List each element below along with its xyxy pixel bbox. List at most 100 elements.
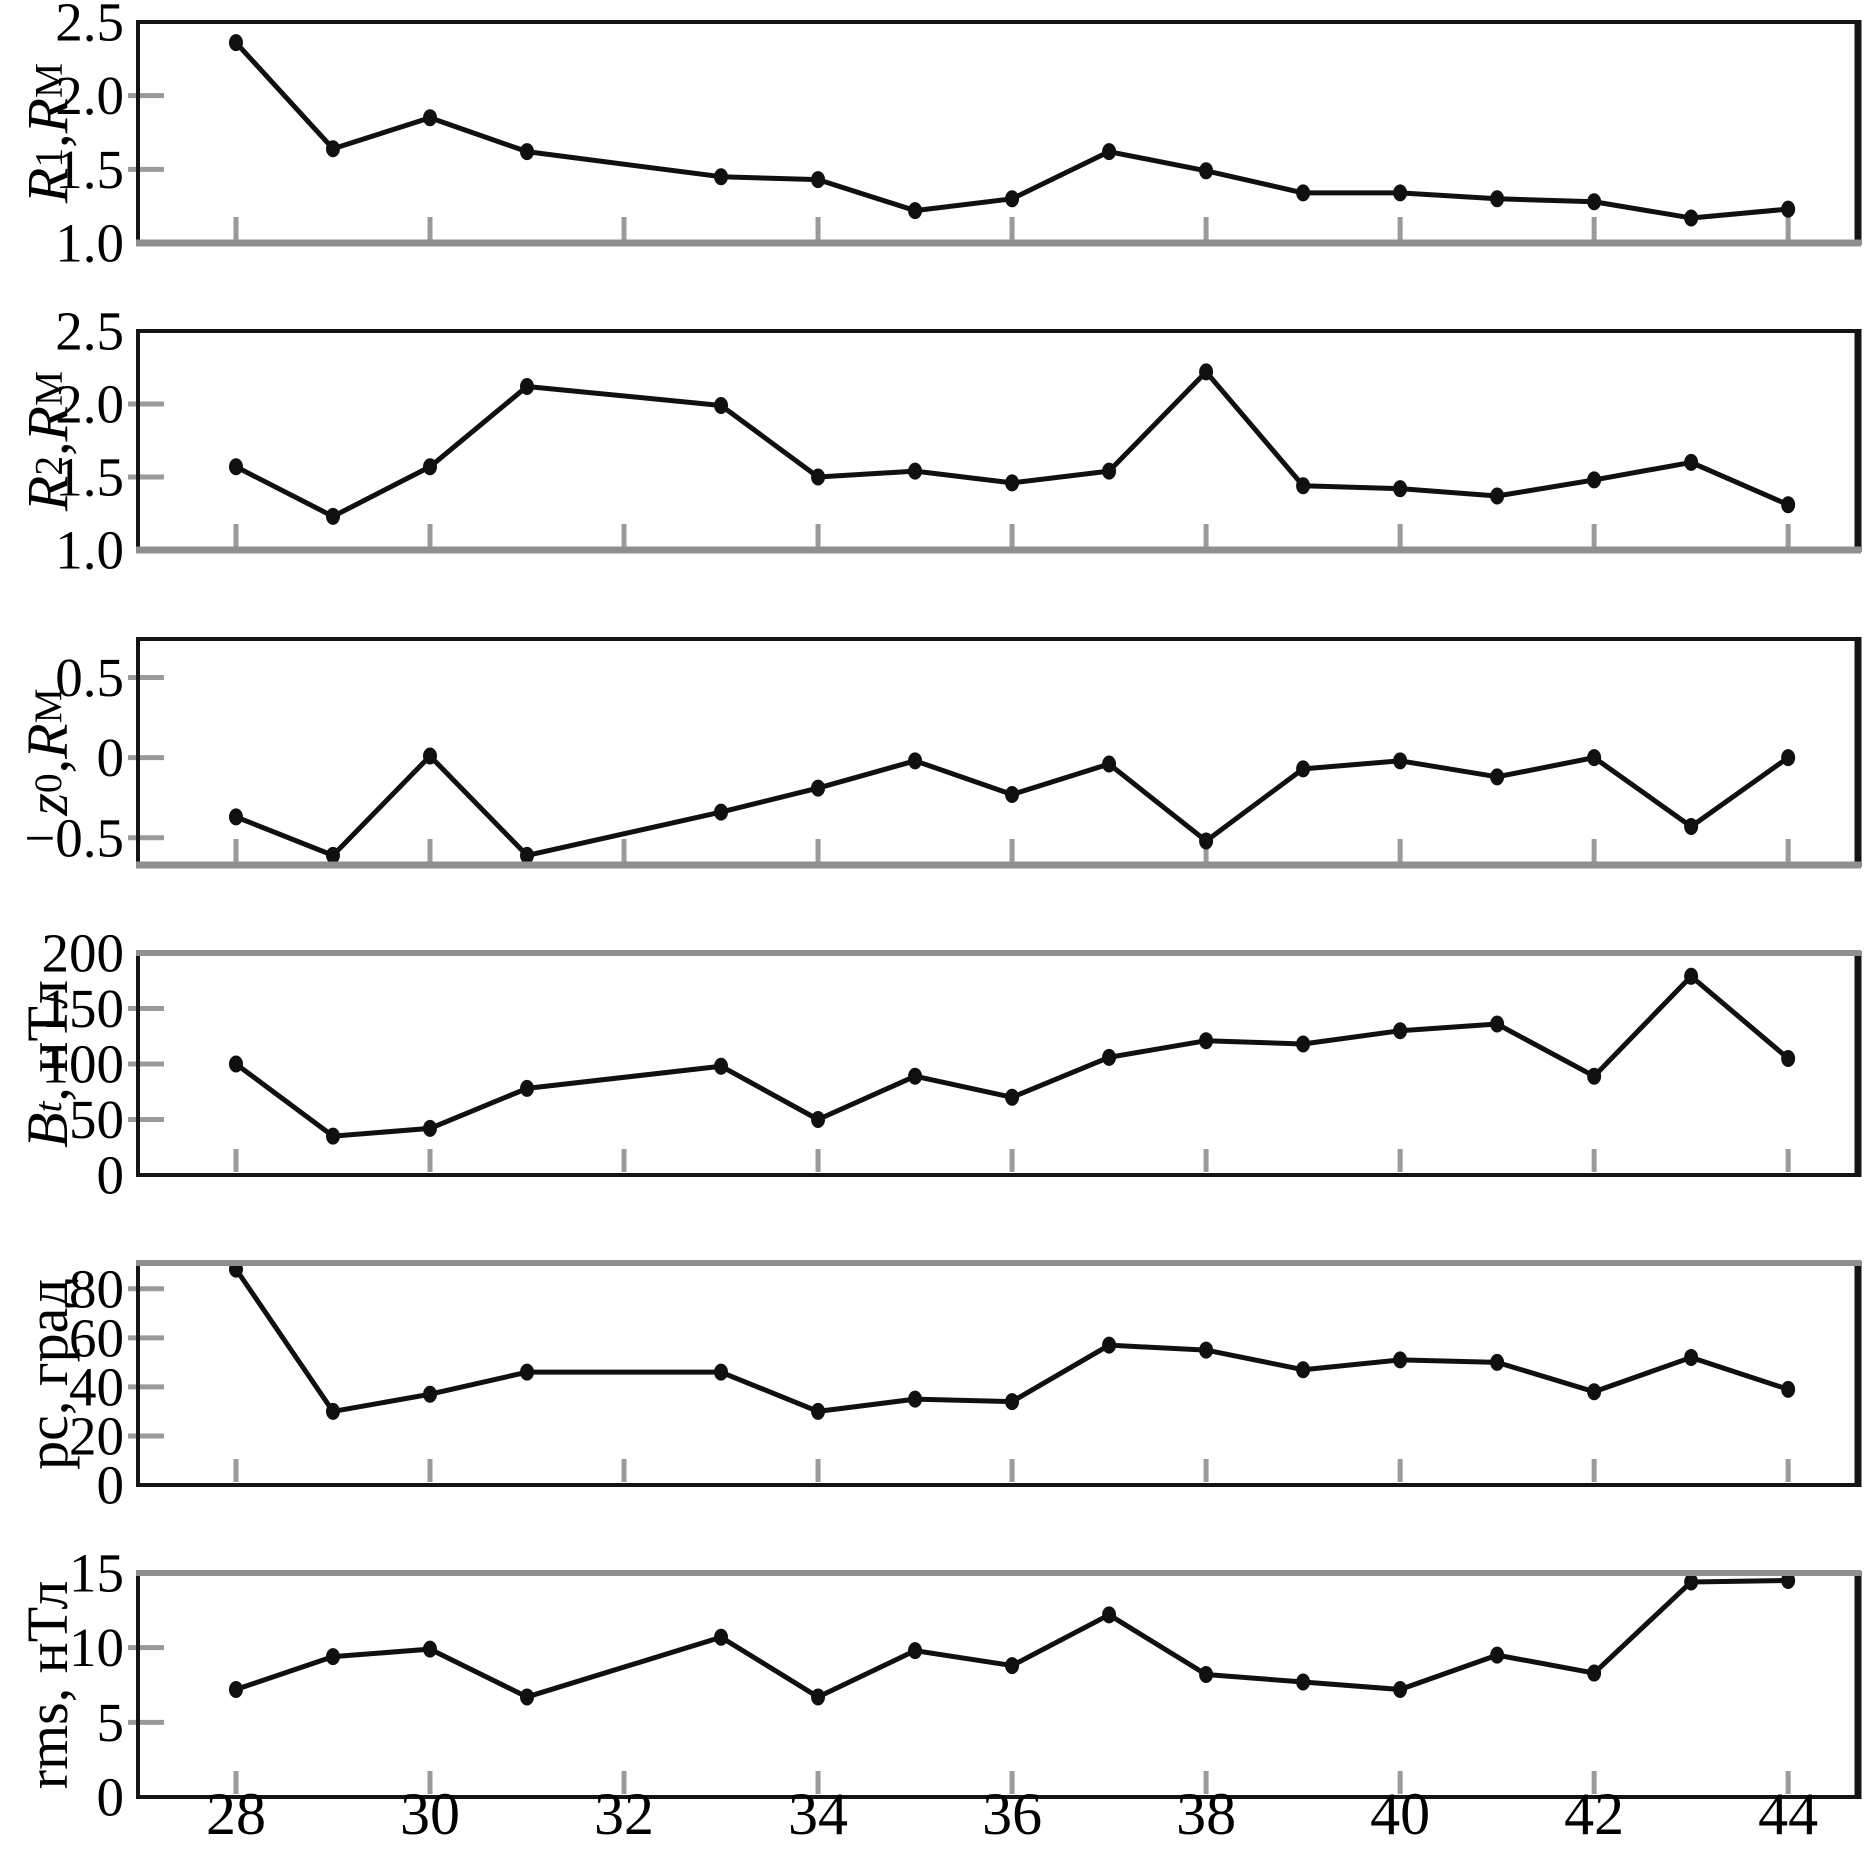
data-point [1781,749,1796,767]
panel-6-line [233,1577,1791,1700]
ylabel-segment: R [15,97,80,133]
ylabel-segment: R [15,723,80,759]
y-tick-label: 15 [69,1543,124,1604]
data-point [1684,1573,1699,1591]
data-point [1781,200,1796,218]
data-point [228,808,243,826]
data-point [1587,193,1602,211]
panel-5-ylabel: pc, град [6,1263,90,1485]
data-point [325,846,340,864]
y-tick-label: 1.0 [55,213,124,274]
panel-5-line [233,1266,1791,1414]
x-tick-label: 34 [788,1781,848,1847]
y-tick-label: 10 [69,1617,124,1678]
data-point [1199,1341,1214,1359]
data-point [811,1402,826,1420]
data-point [1684,1348,1699,1366]
y-tick-label: 150 [42,978,125,1039]
data-point [228,34,243,52]
y-tick-label: −0.5 [24,807,124,868]
data-point [1296,1035,1311,1053]
ylabel-segment: R [15,405,80,441]
ylabel-segment: , [15,440,80,456]
panel-4-line [233,973,1791,1139]
x-tick-label: 44 [1758,1781,1818,1847]
data-point [1199,1666,1214,1684]
y-tick-label: 60 [69,1307,124,1368]
y-tick-label: 80 [69,1258,124,1319]
data-point [1587,1664,1602,1682]
data-point [714,1057,729,1075]
y-tick-label: 2.0 [55,65,124,126]
data-point [811,468,826,486]
data-point [1296,477,1311,495]
y-tick-label: 0 [97,1455,125,1516]
data-point [520,377,535,395]
data-point [714,1363,729,1381]
data-point [423,458,438,476]
ylabel-segment: , нТл [15,980,80,1102]
data-point [325,1648,340,1666]
data-point [1005,1657,1020,1675]
panel-6-frame [136,1571,1860,1799]
data-point [520,1079,535,1097]
data-point [1781,496,1796,514]
ylabel-segment: , [15,758,80,774]
panel-6-ylabel: rms, нТл [6,1573,90,1797]
data-point [1393,1351,1408,1369]
data-point [228,458,243,476]
data-point [1684,453,1699,471]
data-point [1781,1049,1796,1067]
data-point [228,1680,243,1698]
data-point [1102,143,1117,161]
y-tick-label: 40 [69,1356,124,1417]
panel-1-line [233,40,1791,221]
data-point [908,752,923,770]
data-point [1781,1380,1796,1398]
data-point [1490,1015,1505,1033]
y-tick-label: 2.0 [55,374,124,435]
data-point [423,109,438,127]
data-point [811,1111,826,1128]
data-point [1199,162,1214,180]
data-point [1393,480,1408,498]
y-tick-label: 1.5 [55,139,124,200]
y-tick-label: 200 [42,923,125,984]
data-point [1684,209,1699,227]
panel-1-frame [136,20,1860,245]
data-point [228,1055,243,1073]
data-point [1587,471,1602,489]
panel-4-frame [136,951,1860,1177]
data-point [520,846,535,864]
y-tick-label: 0.5 [55,647,124,708]
data-point [908,1390,923,1408]
data-point [1199,363,1214,381]
data-point [1490,1353,1505,1371]
panel-3-line [233,753,1791,858]
data-point [1684,818,1699,836]
data-point [1199,832,1214,850]
x-tick-label: 28 [206,1781,266,1847]
y-tick-label: 0 [97,727,125,788]
data-point [423,1119,438,1137]
data-point [1393,184,1408,202]
data-point [714,396,729,414]
data-point [325,1127,340,1145]
x-tick-label: 30 [400,1781,460,1847]
y-tick-label: 1.0 [55,520,124,581]
data-point [714,1628,729,1646]
data-point [325,140,340,158]
data-point [908,1642,923,1660]
data-point [1393,752,1408,770]
y-tick-label: 0 [97,1767,125,1828]
data-point [1490,768,1505,786]
y-tick-label: 2.5 [55,0,124,53]
data-point [908,1067,923,1085]
x-tick-label: 40 [1370,1781,1430,1847]
panel-5-frame [136,1261,1860,1487]
